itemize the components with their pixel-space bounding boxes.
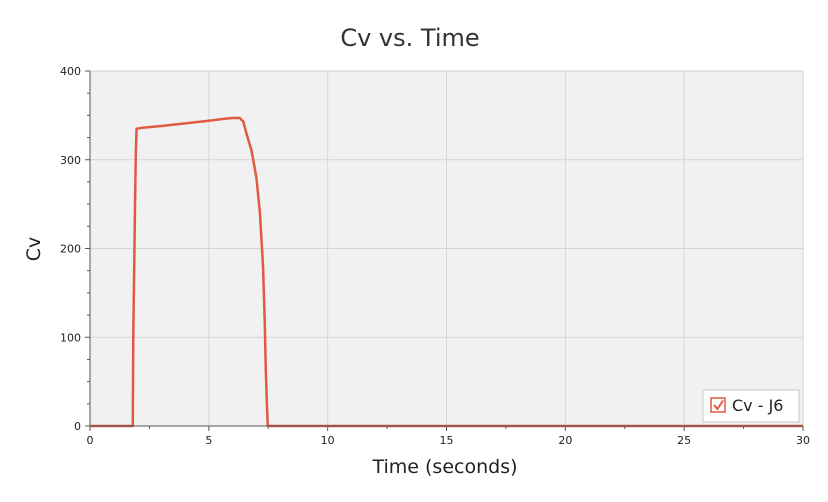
series-line <box>90 116 803 428</box>
x-tick-label: 20 <box>558 434 572 447</box>
y-tick-label: 100 <box>60 331 81 344</box>
y-tick-label: 0 <box>74 420 81 433</box>
y-tick-label: 200 <box>60 243 81 256</box>
y-axis-label: Cv <box>23 237 45 262</box>
chart-title: Cv vs. Time <box>340 24 479 52</box>
series-layer <box>90 116 803 428</box>
checkmark-icon <box>713 399 724 411</box>
y-axis-ticks: 0 100 200 300 400 <box>60 65 90 433</box>
y-tick-label: 400 <box>60 65 81 78</box>
legend-item-label: Cv - J6 <box>732 396 783 415</box>
x-tick-label: 30 <box>796 434 810 447</box>
y-tick-label: 300 <box>60 154 81 167</box>
legend[interactable]: Cv - J6 <box>702 389 800 423</box>
grid-lines <box>90 71 803 426</box>
x-axis-ticks: 0 5 10 15 20 25 30 <box>87 426 810 447</box>
x-axis-label: Time (seconds) <box>371 456 517 478</box>
x-tick-label: 0 <box>87 434 94 447</box>
x-tick-label: 25 <box>677 434 691 447</box>
x-tick-label: 10 <box>321 434 335 447</box>
x-tick-label: 5 <box>205 434 212 447</box>
x-tick-label: 15 <box>440 434 454 447</box>
